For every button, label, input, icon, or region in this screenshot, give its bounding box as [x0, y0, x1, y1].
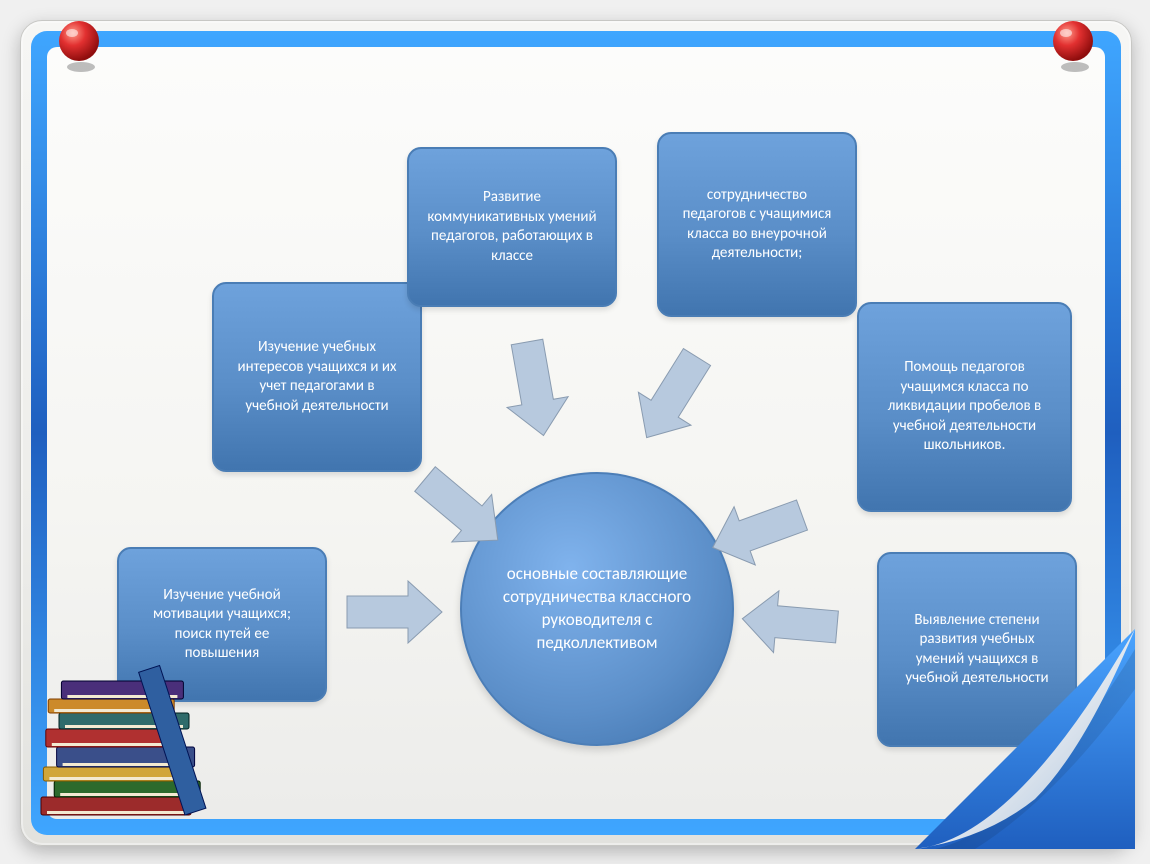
- arrow-icon: [702, 486, 812, 577]
- pushpin-icon: [51, 17, 107, 73]
- arrow-icon: [347, 581, 442, 643]
- arrow-icon: [405, 455, 518, 564]
- arrow-icon: [620, 341, 723, 454]
- arrow-icon: [496, 337, 574, 441]
- pushpin-icon: [1045, 17, 1101, 73]
- arrow-icon: [740, 588, 840, 658]
- diagram-stage: основные составляющие сотрудничества кла…: [47, 47, 1105, 819]
- slide-frame: основные составляющие сотрудничества кла…: [20, 20, 1132, 846]
- book-stack-icon: [35, 565, 245, 825]
